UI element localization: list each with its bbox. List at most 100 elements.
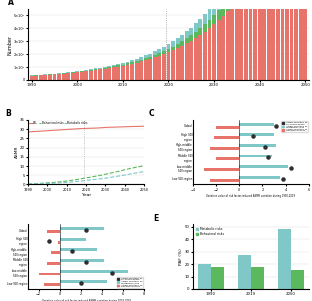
Bar bbox=[60, 227, 104, 230]
ASMR variation of all-cause death bbox=[281, 176, 286, 181]
Bar bbox=[47, 230, 60, 233]
Bar bbox=[162, 47, 166, 51]
Bar bbox=[171, 47, 175, 50]
Bar bbox=[216, 157, 239, 160]
Bar bbox=[211, 267, 224, 289]
Bar bbox=[176, 44, 179, 48]
Bar bbox=[203, 24, 207, 32]
Bar bbox=[130, 62, 134, 64]
Point bbox=[110, 270, 115, 275]
Text: C: C bbox=[149, 109, 154, 118]
Bar bbox=[167, 52, 170, 80]
Bar bbox=[210, 147, 239, 150]
Legend: ALL, Behavioral risks, Metabolic risks: ALL, Behavioral risks, Metabolic risks bbox=[29, 121, 88, 125]
Bar bbox=[203, 32, 207, 80]
ALL bbox=[32, 130, 36, 133]
Bar bbox=[135, 61, 139, 63]
Bar bbox=[258, 0, 261, 80]
Behavioral risks bbox=[134, 165, 138, 169]
Bar bbox=[48, 75, 52, 80]
Bar bbox=[153, 51, 157, 55]
Bar bbox=[80, 71, 84, 72]
Metabolic risks bbox=[78, 179, 82, 183]
Text: A: A bbox=[8, 0, 14, 7]
Metabolic risks bbox=[134, 171, 138, 175]
Behavioral risks bbox=[82, 176, 86, 180]
Bar bbox=[76, 71, 79, 72]
Bar bbox=[221, 4, 225, 16]
Bar bbox=[94, 70, 97, 80]
Bar bbox=[121, 66, 125, 80]
Bar bbox=[180, 46, 184, 80]
Bar bbox=[80, 72, 84, 80]
Bar bbox=[34, 76, 38, 80]
ALL bbox=[117, 125, 121, 129]
Bar bbox=[60, 249, 97, 251]
Bar bbox=[103, 67, 107, 68]
ALL bbox=[73, 127, 76, 131]
Bar bbox=[171, 50, 175, 80]
Bar bbox=[162, 51, 166, 54]
Bar bbox=[53, 73, 56, 74]
Metabolic risks bbox=[67, 181, 71, 184]
Metabolic risks bbox=[142, 170, 146, 173]
Bar bbox=[103, 69, 107, 80]
Bar bbox=[57, 73, 61, 74]
Behavioral risks bbox=[38, 182, 41, 185]
Bar bbox=[180, 41, 184, 46]
Bar bbox=[148, 57, 152, 59]
Bar bbox=[198, 35, 202, 80]
X-axis label: Variation value of risk factor-induced ASMR variation during 1990-2019: Variation value of risk factor-induced A… bbox=[206, 194, 295, 198]
ALL bbox=[105, 126, 109, 129]
Bar bbox=[244, 0, 248, 80]
Bar bbox=[139, 60, 143, 61]
Bar bbox=[203, 14, 207, 24]
Bar bbox=[39, 272, 60, 275]
Bar bbox=[251, 267, 264, 289]
Behavioral risks bbox=[94, 174, 98, 178]
Point bbox=[70, 249, 75, 254]
Metabolic risks bbox=[88, 178, 92, 182]
Metabolic risks bbox=[61, 181, 65, 185]
Behavioral risks bbox=[55, 180, 59, 184]
Bar bbox=[180, 35, 184, 41]
X-axis label: Year: Year bbox=[81, 193, 91, 197]
ALL bbox=[26, 130, 30, 134]
Bar bbox=[189, 28, 193, 35]
Bar bbox=[167, 49, 170, 52]
ASMR variation of all-cause death bbox=[289, 166, 294, 170]
Bar bbox=[139, 61, 143, 80]
Bar bbox=[85, 70, 88, 71]
Behavioral risks bbox=[117, 169, 121, 173]
Bar bbox=[94, 68, 97, 70]
Bar bbox=[158, 49, 161, 53]
Bar bbox=[239, 123, 274, 126]
Bar bbox=[212, 24, 216, 80]
Metabolic risks bbox=[123, 173, 127, 177]
Behavioral risks bbox=[49, 181, 53, 185]
Bar bbox=[221, 16, 225, 80]
ALL bbox=[55, 128, 59, 132]
Metabolic risks bbox=[100, 177, 104, 180]
Behavioral risks bbox=[32, 182, 36, 185]
ALL bbox=[94, 126, 98, 130]
Bar bbox=[116, 67, 120, 80]
Line: Behavioral risks: Behavioral risks bbox=[28, 166, 144, 184]
ALL bbox=[44, 129, 47, 133]
Bar bbox=[194, 32, 198, 38]
Bar bbox=[249, 0, 252, 80]
ASMR variation of all-cause death bbox=[251, 134, 256, 139]
Bar bbox=[112, 65, 116, 67]
Bar bbox=[60, 238, 86, 241]
Behavioral risks bbox=[61, 180, 65, 183]
Y-axis label: Number: Number bbox=[7, 35, 12, 54]
ALL bbox=[111, 125, 115, 129]
Bar bbox=[217, 0, 221, 10]
ALL bbox=[100, 126, 104, 129]
Bar bbox=[214, 136, 239, 139]
Bar bbox=[189, 41, 193, 80]
Bar bbox=[116, 64, 120, 66]
Bar bbox=[53, 74, 56, 80]
Metabolic risks bbox=[117, 174, 121, 178]
Bar bbox=[89, 71, 93, 80]
